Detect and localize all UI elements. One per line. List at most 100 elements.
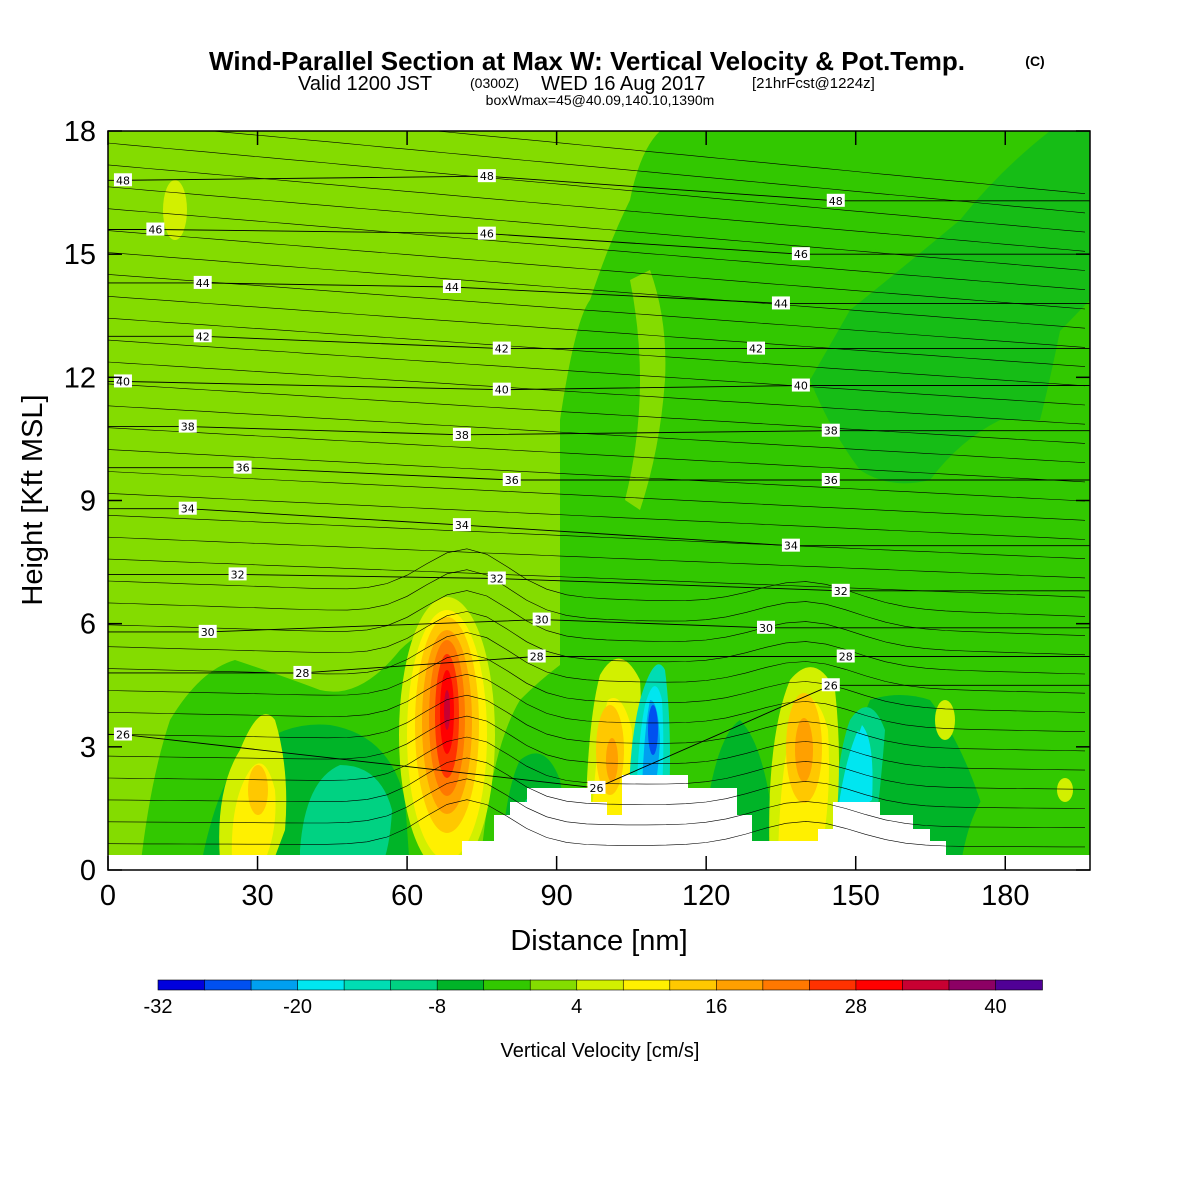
isentrope-line xyxy=(108,339,1086,406)
x-tick-label: 90 xyxy=(540,880,572,912)
isentrope-label: 32 xyxy=(490,573,504,586)
isentrope-label: 32 xyxy=(231,568,245,581)
isentrope-label-box xyxy=(747,341,766,355)
isentrope-label: 30 xyxy=(759,622,773,635)
isentrope-label-box xyxy=(198,624,217,638)
colorbar-swatch xyxy=(622,979,671,991)
isentrope-line xyxy=(108,611,1086,675)
colorbar-swatch xyxy=(948,979,997,991)
isentrope-line xyxy=(108,405,1086,463)
x-tick-label: 150 xyxy=(832,880,880,912)
colorbar-swatch xyxy=(669,979,718,991)
y-tick-label: 12 xyxy=(64,362,96,394)
colorbar-swatch xyxy=(576,979,625,991)
x-axis: 0 30 60 90 120 150 180 xyxy=(100,131,1029,912)
isentrope-line xyxy=(108,493,1086,540)
colorbar-swatch xyxy=(995,979,1043,991)
isentrope-label-box xyxy=(452,427,471,441)
isentrope-label: 40 xyxy=(794,380,808,393)
colorbar-tick-label: 28 xyxy=(845,996,867,1018)
updraft-core-west xyxy=(219,714,287,870)
isentrope-line xyxy=(108,361,1086,425)
isentrope-line xyxy=(108,427,1086,483)
isentrope-label: 42 xyxy=(749,343,763,356)
x-tick-label: 120 xyxy=(682,880,730,912)
isentrope-label: 40 xyxy=(495,384,509,397)
isentrope-line xyxy=(108,274,1086,348)
colorbar-swatch xyxy=(390,979,438,991)
colorbar-swatch xyxy=(204,979,252,991)
isentrope-label: 36 xyxy=(236,462,250,475)
isentrope-label: 34 xyxy=(181,503,195,516)
isentrope-line xyxy=(108,569,1086,636)
forecast-info: [21hrFcst@1224z] xyxy=(752,75,875,92)
isentrope-label-box xyxy=(826,193,845,207)
colorbar-tick-label: -20 xyxy=(283,996,312,1018)
x-axis-label: Distance [nm] xyxy=(510,925,687,957)
colorbar-swatch xyxy=(529,979,578,991)
isentrope-line xyxy=(108,208,1086,290)
y-tick-label: 6 xyxy=(80,609,96,641)
isentrope-label: 26 xyxy=(590,782,604,795)
isentrope-line xyxy=(108,471,1086,521)
isentrope-line xyxy=(108,653,1086,713)
x-tick-label: 60 xyxy=(391,880,423,912)
isentrope-label: 48 xyxy=(116,174,130,187)
colorbar: -32 -20 -8 4 16 28 40 xyxy=(144,979,1043,1018)
isentrope-line xyxy=(108,673,1086,732)
y-tick-label: 9 xyxy=(80,486,96,518)
updraft-core-main xyxy=(399,597,495,870)
colorbar-swatch xyxy=(297,979,345,991)
isentrope-line xyxy=(108,515,1086,559)
isentrope-label-box xyxy=(233,460,252,474)
isentrope-line xyxy=(108,778,1086,828)
colorbar-swatch xyxy=(436,979,485,991)
updraft-core-small xyxy=(163,180,1073,802)
y-tick-label: 0 xyxy=(80,855,96,887)
colorbar-tick-label: -8 xyxy=(428,996,446,1018)
isentrope-label-box xyxy=(492,341,511,355)
isentrope-line xyxy=(108,715,1086,771)
isentrope-label-box xyxy=(831,583,850,597)
colorbar-swatch xyxy=(483,979,532,991)
isentrope-label-box xyxy=(587,780,606,794)
isentrope-line xyxy=(108,164,1086,252)
isentrope-label: 40 xyxy=(116,375,130,388)
colorbar-swatch xyxy=(343,979,392,991)
isentrope-label-box xyxy=(452,518,471,532)
isentrope-label: 48 xyxy=(829,195,843,208)
isentrope-label-box xyxy=(477,226,496,240)
valid-prefix: Valid 1200 JST xyxy=(298,73,432,95)
colorbar-swatch xyxy=(809,979,857,991)
updraft-core-east xyxy=(769,667,839,870)
colorbar-tick-label: 4 xyxy=(571,996,582,1018)
isentrope-label-box xyxy=(821,472,840,486)
isentrope-label: 48 xyxy=(480,170,494,183)
isentrope-label-box xyxy=(771,296,790,310)
downdraft-core-east xyxy=(845,725,873,820)
isentrope-label-box xyxy=(113,173,132,187)
colorbar-swatch xyxy=(902,979,950,991)
x-tick-label: 30 xyxy=(241,880,273,912)
isentrope-label-box xyxy=(193,329,212,343)
isentrope-label: 34 xyxy=(455,519,469,532)
isentrope-label: 42 xyxy=(196,330,210,343)
isentrope-label: 44 xyxy=(774,297,788,310)
isentrope-line xyxy=(108,799,1085,848)
isentrope-label-box xyxy=(532,612,551,626)
isentrope-line xyxy=(108,383,1086,444)
isentrope-label-box xyxy=(178,419,197,433)
isentrope-label-box xyxy=(293,665,312,679)
colorbar-swatch xyxy=(762,979,811,991)
isentrope-label-box xyxy=(193,275,212,289)
isentrope-line xyxy=(108,590,1086,656)
isentrope-label: 38 xyxy=(455,429,469,442)
isentrope-line xyxy=(108,230,1086,310)
isentrope-line xyxy=(108,694,1086,752)
isentrope-line xyxy=(108,142,1086,233)
isentrope-label: 36 xyxy=(824,474,838,487)
isentrope-line xyxy=(433,131,1086,194)
isentrope-line xyxy=(108,632,1086,694)
colorbar-swatch xyxy=(250,979,299,991)
